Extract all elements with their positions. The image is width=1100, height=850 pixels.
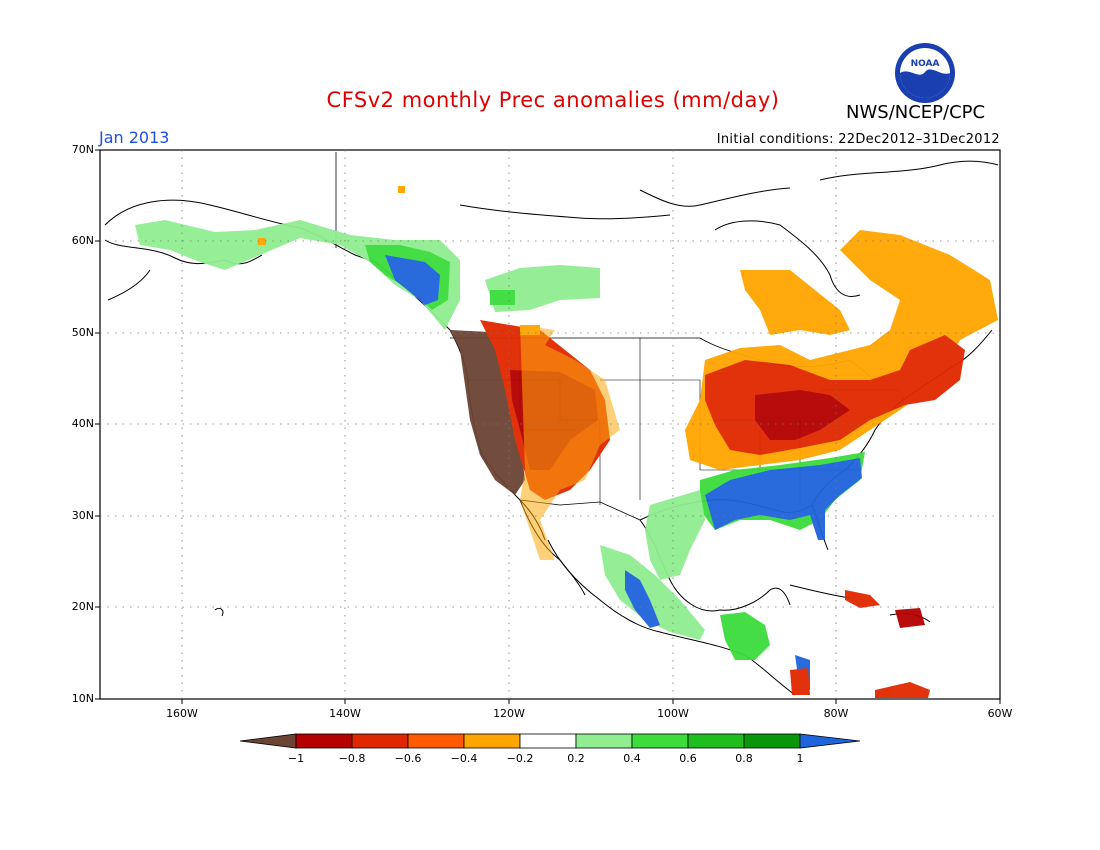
colorbar-label: −1: [287, 752, 305, 765]
axis-ticks: [95, 149, 1001, 704]
field-cuba-red: [845, 590, 880, 608]
lon-label-140w: 140W: [329, 707, 361, 720]
lat-label-60n: 60N: [71, 234, 94, 247]
colorbar-swatch-3: [407, 733, 465, 749]
colorbar-label: 0.4: [623, 752, 641, 765]
lon-label-80w: 80W: [823, 707, 849, 720]
lat-label-10n: 10N: [71, 692, 94, 705]
colorbar-label: 0.2: [567, 752, 585, 765]
colorbar-label: −0.2: [506, 752, 534, 765]
colorbar-swatch-8: [687, 733, 745, 749]
lon-label-60w: 60W: [987, 707, 1013, 720]
field-canada-orange: [740, 270, 850, 335]
field-bc-blue: [385, 255, 440, 305]
lat-label-30n: 30N: [71, 509, 94, 522]
colorbar-swatch-5: [519, 733, 577, 749]
colorbar-label: 0.6: [679, 752, 697, 765]
colorbar-swatch-2: [351, 733, 409, 749]
colorbar-high-arrow: [799, 733, 861, 749]
colorbar: [239, 733, 861, 749]
field-spot-2: [258, 238, 266, 245]
svg-text:NOAA: NOAA: [911, 59, 940, 69]
lon-label-160w: 160W: [166, 707, 198, 720]
colorbar-swatch-9: [743, 733, 801, 749]
field-mexico-blue: [625, 570, 660, 628]
field-spot-4: [520, 325, 540, 335]
field-spot-3: [490, 290, 515, 305]
field-southeast-blue: [705, 458, 862, 540]
colorbar-swatch-7: [631, 733, 689, 749]
field-hispaniola-red: [895, 608, 925, 628]
field-mexico-wet: [600, 545, 705, 640]
colorbar-label: −0.4: [450, 752, 478, 765]
chart-title: CFSv2 monthly Prec anomalies (mm/day): [326, 88, 780, 112]
agency-label: NWS/NCEP/CPC: [846, 102, 986, 123]
colorbar-label: −0.8: [338, 752, 366, 765]
colorbar-label: 0.8: [735, 752, 753, 765]
field-east-dark: [755, 390, 850, 440]
lat-label-70n: 70N: [71, 143, 94, 156]
initial-conditions: Initial conditions: 22Dec2012–31Dec2012: [716, 132, 1000, 147]
field-sa-red: [875, 682, 930, 698]
graticule: [100, 150, 1000, 699]
field-ca-green: [720, 612, 770, 660]
colorbar-label: −0.6: [394, 752, 422, 765]
anomaly-fields: [135, 186, 998, 698]
field-west-orange: [520, 325, 620, 560]
colorbar-swatch-4: [463, 733, 521, 749]
lat-label-20n: 20N: [71, 600, 94, 613]
lon-label-100w: 100W: [657, 707, 689, 720]
colorbar-label: 1: [796, 752, 804, 765]
field-spot-1: [398, 186, 405, 193]
field-ca-red: [790, 668, 810, 695]
forecast-period: Jan 2013: [99, 128, 170, 147]
lat-label-50n: 50N: [71, 326, 94, 339]
noaa-logo: NOAA: [895, 43, 955, 103]
lon-label-120w: 120W: [493, 707, 525, 720]
lat-label-40n: 40N: [71, 417, 94, 430]
colorbar-swatch-1: [295, 733, 353, 749]
colorbar-swatch-6: [575, 733, 633, 749]
field-texas-wet: [645, 490, 705, 580]
colorbar-low-arrow: [239, 733, 297, 749]
